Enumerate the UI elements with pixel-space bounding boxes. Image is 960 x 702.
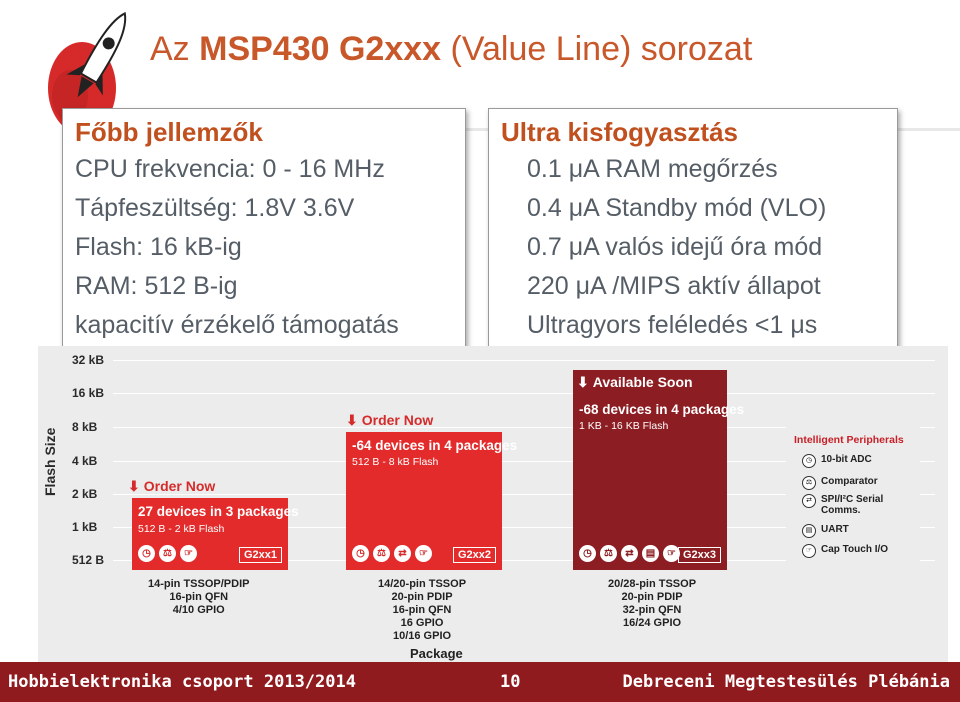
comparator-icon: ⚖ (802, 476, 816, 490)
touch-icon: ☞ (415, 545, 432, 562)
peripherals-title: Intelligent Peripherals (794, 434, 904, 446)
family-flash: 1 KB - 16 KB Flash (579, 420, 669, 432)
family-title: 27 devices in 3 packages (138, 504, 299, 519)
features-heading: Főbb jellemzők (75, 117, 263, 147)
device-family-chart: Flash Size 32 kB 16 kB 8 kB 4 kB 2 kB 1 … (38, 346, 948, 662)
touch-icon: ☞ (663, 545, 680, 562)
page-title: Az MSP430 G2xxx (Value Line) sorozat (150, 30, 753, 68)
y-tick-label: 16 kB (72, 386, 105, 400)
low-power-box: Ultra kisfogyasztás 0.1 μA RAM megőrzés … (488, 108, 898, 348)
scale-icon: ⚖ (373, 545, 390, 562)
x-axis-title: Package (410, 646, 463, 661)
family-block-g2xx2: -64 devices in 4 packages 512 B - 8 kB F… (346, 432, 517, 570)
clock-icon: ◷ (579, 545, 596, 562)
y-tick-label: 1 kB (72, 520, 98, 534)
family-tag: G2xx2 (452, 547, 496, 563)
footer-bar: Hobbielektronika csoport 2013/2014 10 De… (0, 662, 960, 702)
uart-icon: ▤ (642, 545, 659, 562)
family-tag: G2xx3 (677, 547, 721, 563)
family-flash: 512 B - 2 kB Flash (138, 523, 225, 535)
scale-icon: ⚖ (159, 545, 176, 562)
y-tick-label: 2 kB (72, 487, 98, 501)
feature-line: kapacitív érzékelő támogatás (75, 311, 399, 339)
uart-icon: ▤ (802, 524, 816, 538)
family-title: -68 devices in 4 packages (579, 402, 745, 417)
grid-line (113, 427, 935, 428)
family-block-g2xx1: 27 devices in 3 packages 512 B - 2 kB Fl… (132, 498, 299, 570)
family-tag: G2xx1 (238, 547, 282, 563)
low-power-heading: Ultra kisfogyasztás (501, 117, 738, 147)
serial-icon: ⇄ (621, 545, 638, 562)
grid-line (113, 560, 935, 561)
clock-icon: ◷ (138, 545, 155, 562)
grid-line (113, 393, 935, 394)
order-now-label: ⬇ Order Now (346, 412, 434, 428)
family-block-g2xx3: ⬇ Available Soon -68 devices in 4 package… (573, 370, 744, 570)
grid-line (113, 461, 935, 462)
peripheral-item: ◷ 10-bit ADC (802, 454, 872, 468)
peripheral-item: ▤ UART (802, 524, 849, 538)
family-title: -64 devices in 4 packages (352, 438, 518, 453)
peripheral-item: ⇄ SPI/I²C Serial Comms. (802, 494, 883, 516)
adc-icon: ◷ (802, 454, 816, 468)
peripherals-legend: Intelligent Peripherals ◷ 10-bit ADC ⚖ Com… (786, 426, 920, 566)
footer-left-text: Hobbielektronika csoport 2013/2014 (8, 672, 356, 692)
scale-icon: ⚖ (600, 545, 617, 562)
package-info: 14-pin TSSOP/PDIP 16-pin QFN 4/10 GPIO (148, 578, 250, 616)
family-flash: 512 B - 8 kB Flash (352, 456, 439, 468)
low-power-line: 0.4 μA Standby mód (VLO) (527, 194, 827, 222)
grid-line (113, 527, 935, 528)
feature-line: Tápfeszültség: 1.8V 3.6V (75, 194, 355, 222)
touch-icon: ☞ (180, 545, 197, 562)
package-info: 14/20-pin TSSOP 20-pin PDIP 16-pin QFN 1… (378, 578, 467, 642)
y-tick-label: 8 kB (72, 420, 98, 434)
y-axis-title: Flash Size (42, 427, 58, 496)
feature-icons: ◷ ⚖ ⇄ ▤ ☞ (579, 545, 680, 562)
y-tick-label: 512 B (72, 553, 105, 567)
serial-icon: ⇄ (394, 545, 411, 562)
clock-icon: ◷ (352, 545, 369, 562)
y-tick-label: 4 kB (72, 454, 98, 468)
features-box: Főbb jellemzők CPU frekvencia: 0 - 16 MH… (62, 108, 466, 348)
grid-line (113, 360, 935, 361)
feature-line: RAM: 512 B-ig (75, 272, 238, 300)
low-power-line: 0.1 μA RAM megőrzés (527, 155, 778, 183)
cap-touch-icon: ☞ (802, 544, 816, 558)
arrow-down-icon: ⬇ (346, 412, 358, 428)
low-power-line: 0.7 μA valós idejű óra mód (527, 233, 823, 261)
page-number: 10 (500, 672, 521, 692)
arrow-down-icon: ⬇ (577, 374, 589, 390)
peripheral-item: ⚖ Comparator (802, 476, 878, 490)
arrow-down-icon: ⬇ (128, 478, 140, 494)
low-power-line: 220 μA /MIPS aktív állapot (527, 272, 821, 300)
order-now-label: ⬇ Order Now (128, 478, 216, 494)
feature-line: CPU frekvencia: 0 - 16 MHz (75, 155, 385, 183)
package-info: 20/28-pin TSSOP 20-pin PDIP 32-pin QFN 1… (608, 578, 697, 629)
peripheral-item: ☞ Cap Touch I/O (802, 544, 888, 558)
grid-line (113, 494, 935, 495)
feature-icons: ◷ ⚖ ⇄ ☞ (352, 545, 432, 562)
feature-icons: ◷ ⚖ ☞ (138, 545, 197, 562)
low-power-line: Ultragyors feléledés <1 μs (527, 311, 818, 339)
available-soon-label: ⬇ Available Soon (577, 374, 693, 390)
serial-comms-icon: ⇄ (802, 494, 816, 508)
footer-right-text: Debreceni Megtestesülés Plébánia (622, 672, 950, 692)
y-tick-label: 32 kB (72, 353, 105, 367)
feature-line: Flash: 16 kB-ig (75, 233, 242, 261)
